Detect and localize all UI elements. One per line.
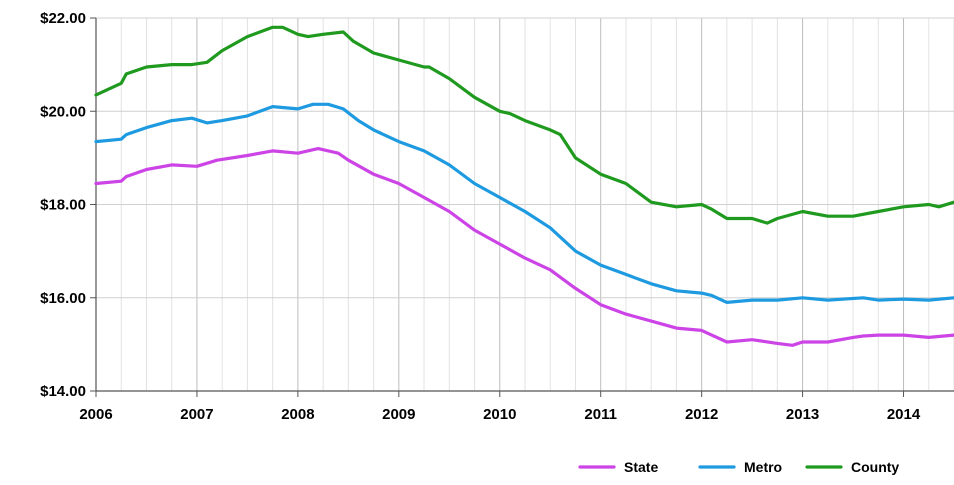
- legend-label-county: County: [851, 459, 899, 475]
- y-tick-label: $22.00: [40, 10, 86, 27]
- series-lines: [94, 25, 954, 347]
- x-tick-label: 2010: [483, 406, 516, 423]
- series-line-county: [94, 25, 954, 225]
- x-tick-label: 2013: [786, 406, 819, 423]
- y-tick-label: $16.00: [40, 290, 86, 307]
- legend-label-state: State: [624, 459, 658, 475]
- y-tick-label: $20.00: [40, 103, 86, 120]
- y-axis-tick-labels: $14.00 $16.00 $18.00 $20.00 $22.00: [40, 10, 86, 400]
- x-tick-label: 2006: [79, 406, 112, 423]
- series-line-state: [94, 147, 954, 347]
- x-tick-label: 2012: [685, 406, 718, 423]
- series-line-metro: [94, 102, 954, 304]
- legend-label-metro: Metro: [744, 459, 782, 475]
- x-tick-label: 2011: [584, 406, 617, 423]
- x-tick-label: 2007: [180, 406, 213, 423]
- x-tick-label: 2014: [887, 406, 921, 423]
- y-tick-label: $18.00: [40, 197, 86, 214]
- x-tick-label: 2009: [382, 406, 415, 423]
- x-tick-label: 2008: [281, 406, 314, 423]
- y-tick-label: $14.00: [40, 383, 86, 400]
- x-axis-tick-labels: 2006 2007 2008 2009 2010 2011 2012 2013 2014: [79, 406, 921, 423]
- legend: State Metro County: [578, 459, 899, 475]
- axes: [90, 17, 954, 397]
